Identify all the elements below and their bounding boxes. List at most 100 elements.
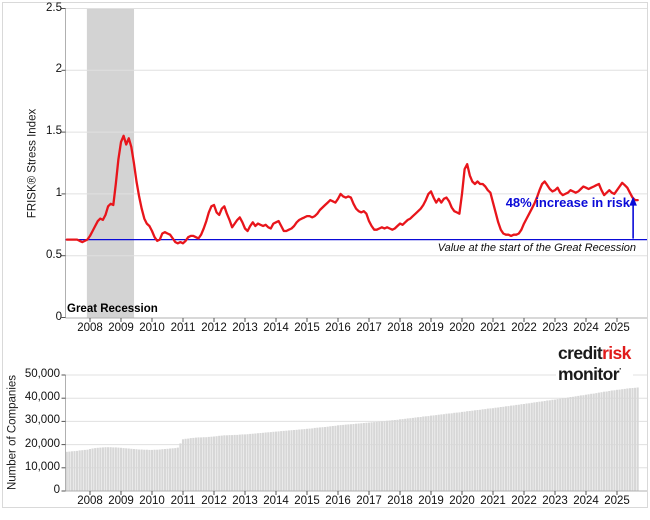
companies-bar (383, 421, 386, 491)
companies-bar (295, 429, 298, 491)
bottom-x-tick-label: 2008 (77, 495, 103, 507)
companies-bar (290, 430, 293, 491)
companies-bar (347, 424, 350, 491)
companies-bar (525, 403, 528, 491)
companies-bar (243, 434, 247, 491)
companies-bar (150, 449, 154, 491)
companies-bar (171, 448, 174, 491)
companies-bar (427, 416, 430, 491)
bottom-x-tick-label: 2015 (294, 495, 320, 507)
companies-bar (122, 448, 125, 491)
top-x-tick-label: 2014 (263, 322, 289, 334)
logo-trademark-dot: · (618, 364, 622, 374)
companies-bar (305, 428, 309, 491)
companies-bar (569, 397, 572, 491)
outer-frame (2, 2, 648, 508)
increase-in-risk-annotation: 48% increase in risk (505, 195, 630, 210)
companies-bar (535, 402, 538, 491)
logo-text-risk: risk (602, 343, 631, 363)
companies-bar (342, 424, 345, 491)
companies-bar (561, 398, 564, 491)
companies-bar (166, 448, 169, 491)
companies-bar (225, 435, 228, 491)
companies-bar (484, 409, 487, 491)
companies-bar (628, 388, 631, 491)
companies-bar (538, 401, 541, 491)
companies-bar (440, 414, 443, 491)
top-chart-y-axis-label: FRISK® Stress Index (26, 108, 39, 219)
companies-bar (365, 422, 368, 491)
companies-bar (143, 449, 146, 491)
companies-bar (246, 434, 249, 491)
companies-bar (176, 447, 179, 491)
companies-bar (587, 394, 590, 491)
companies-bar (311, 428, 314, 491)
bottom-x-tick-label: 2016 (325, 495, 351, 507)
companies-bar (220, 435, 223, 491)
companies-bar (455, 412, 458, 491)
companies-bar (618, 389, 621, 491)
companies-bar (564, 398, 567, 491)
bottom-x-tick-label: 2014 (263, 495, 289, 507)
companies-bar (138, 449, 141, 491)
bottom-x-tick-label: 2025 (604, 495, 630, 507)
companies-bar (479, 409, 482, 491)
companies-bar (282, 430, 285, 491)
companies-bar (274, 431, 278, 491)
companies-bar (626, 388, 629, 491)
companies-bar (109, 447, 112, 491)
companies-bar (192, 437, 195, 491)
companies-bar (448, 413, 451, 491)
top-y-tick-label: 0 (55, 310, 62, 323)
companies-bar (127, 448, 130, 491)
companies-bar (119, 447, 123, 491)
companies-bar (163, 449, 166, 491)
companies-bar (636, 387, 639, 491)
companies-bar (595, 393, 598, 491)
companies-bar (331, 426, 334, 491)
companies-bar (316, 427, 319, 491)
top-x-tick-label: 2021 (480, 322, 506, 334)
companies-bar (463, 411, 466, 491)
top-y-tick-label: 0.5 (46, 248, 62, 261)
companies-bar (486, 408, 489, 491)
companies-bar (499, 407, 502, 491)
top-x-tick-label: 2024 (573, 322, 599, 334)
companies-bar (520, 404, 523, 491)
top-x-tick-label: 2013 (232, 322, 258, 334)
companies-bar (158, 449, 161, 491)
bottom-x-tick-label: 2020 (449, 495, 475, 507)
companies-bar (194, 437, 197, 491)
top-x-tick-label: 2010 (139, 322, 165, 334)
recession-band (86, 8, 135, 318)
companies-bar (437, 414, 440, 491)
companies-bar (132, 449, 135, 491)
companies-bar (370, 422, 373, 491)
companies-bar (179, 443, 182, 491)
companies-bar (556, 399, 559, 491)
companies-bar (83, 449, 86, 491)
top-x-tick-label: 2019 (418, 322, 444, 334)
top-x-tick-label: 2023 (542, 322, 568, 334)
companies-bar (429, 415, 433, 491)
top-x-tick-label: 2015 (294, 322, 320, 334)
companies-bar (251, 433, 254, 491)
companies-bar (608, 391, 611, 491)
companies-bar (197, 437, 200, 491)
top-y-tick-label: 2.5 (46, 1, 62, 14)
companies-bar (551, 399, 554, 491)
companies-bar (355, 423, 358, 491)
companies-bar (277, 431, 280, 491)
companies-bar (603, 391, 606, 491)
top-x-tick-label: 2016 (325, 322, 351, 334)
companies-bar (502, 406, 505, 491)
companies-bar (256, 433, 259, 491)
companies-bar (559, 398, 562, 491)
companies-bar (507, 406, 510, 491)
companies-bar (471, 410, 474, 491)
companies-bar (96, 447, 99, 491)
companies-bar (494, 407, 497, 491)
top-x-tick-label: 2008 (77, 322, 103, 334)
companies-bar (393, 420, 396, 491)
top-x-tick-label: 2012 (201, 322, 227, 334)
